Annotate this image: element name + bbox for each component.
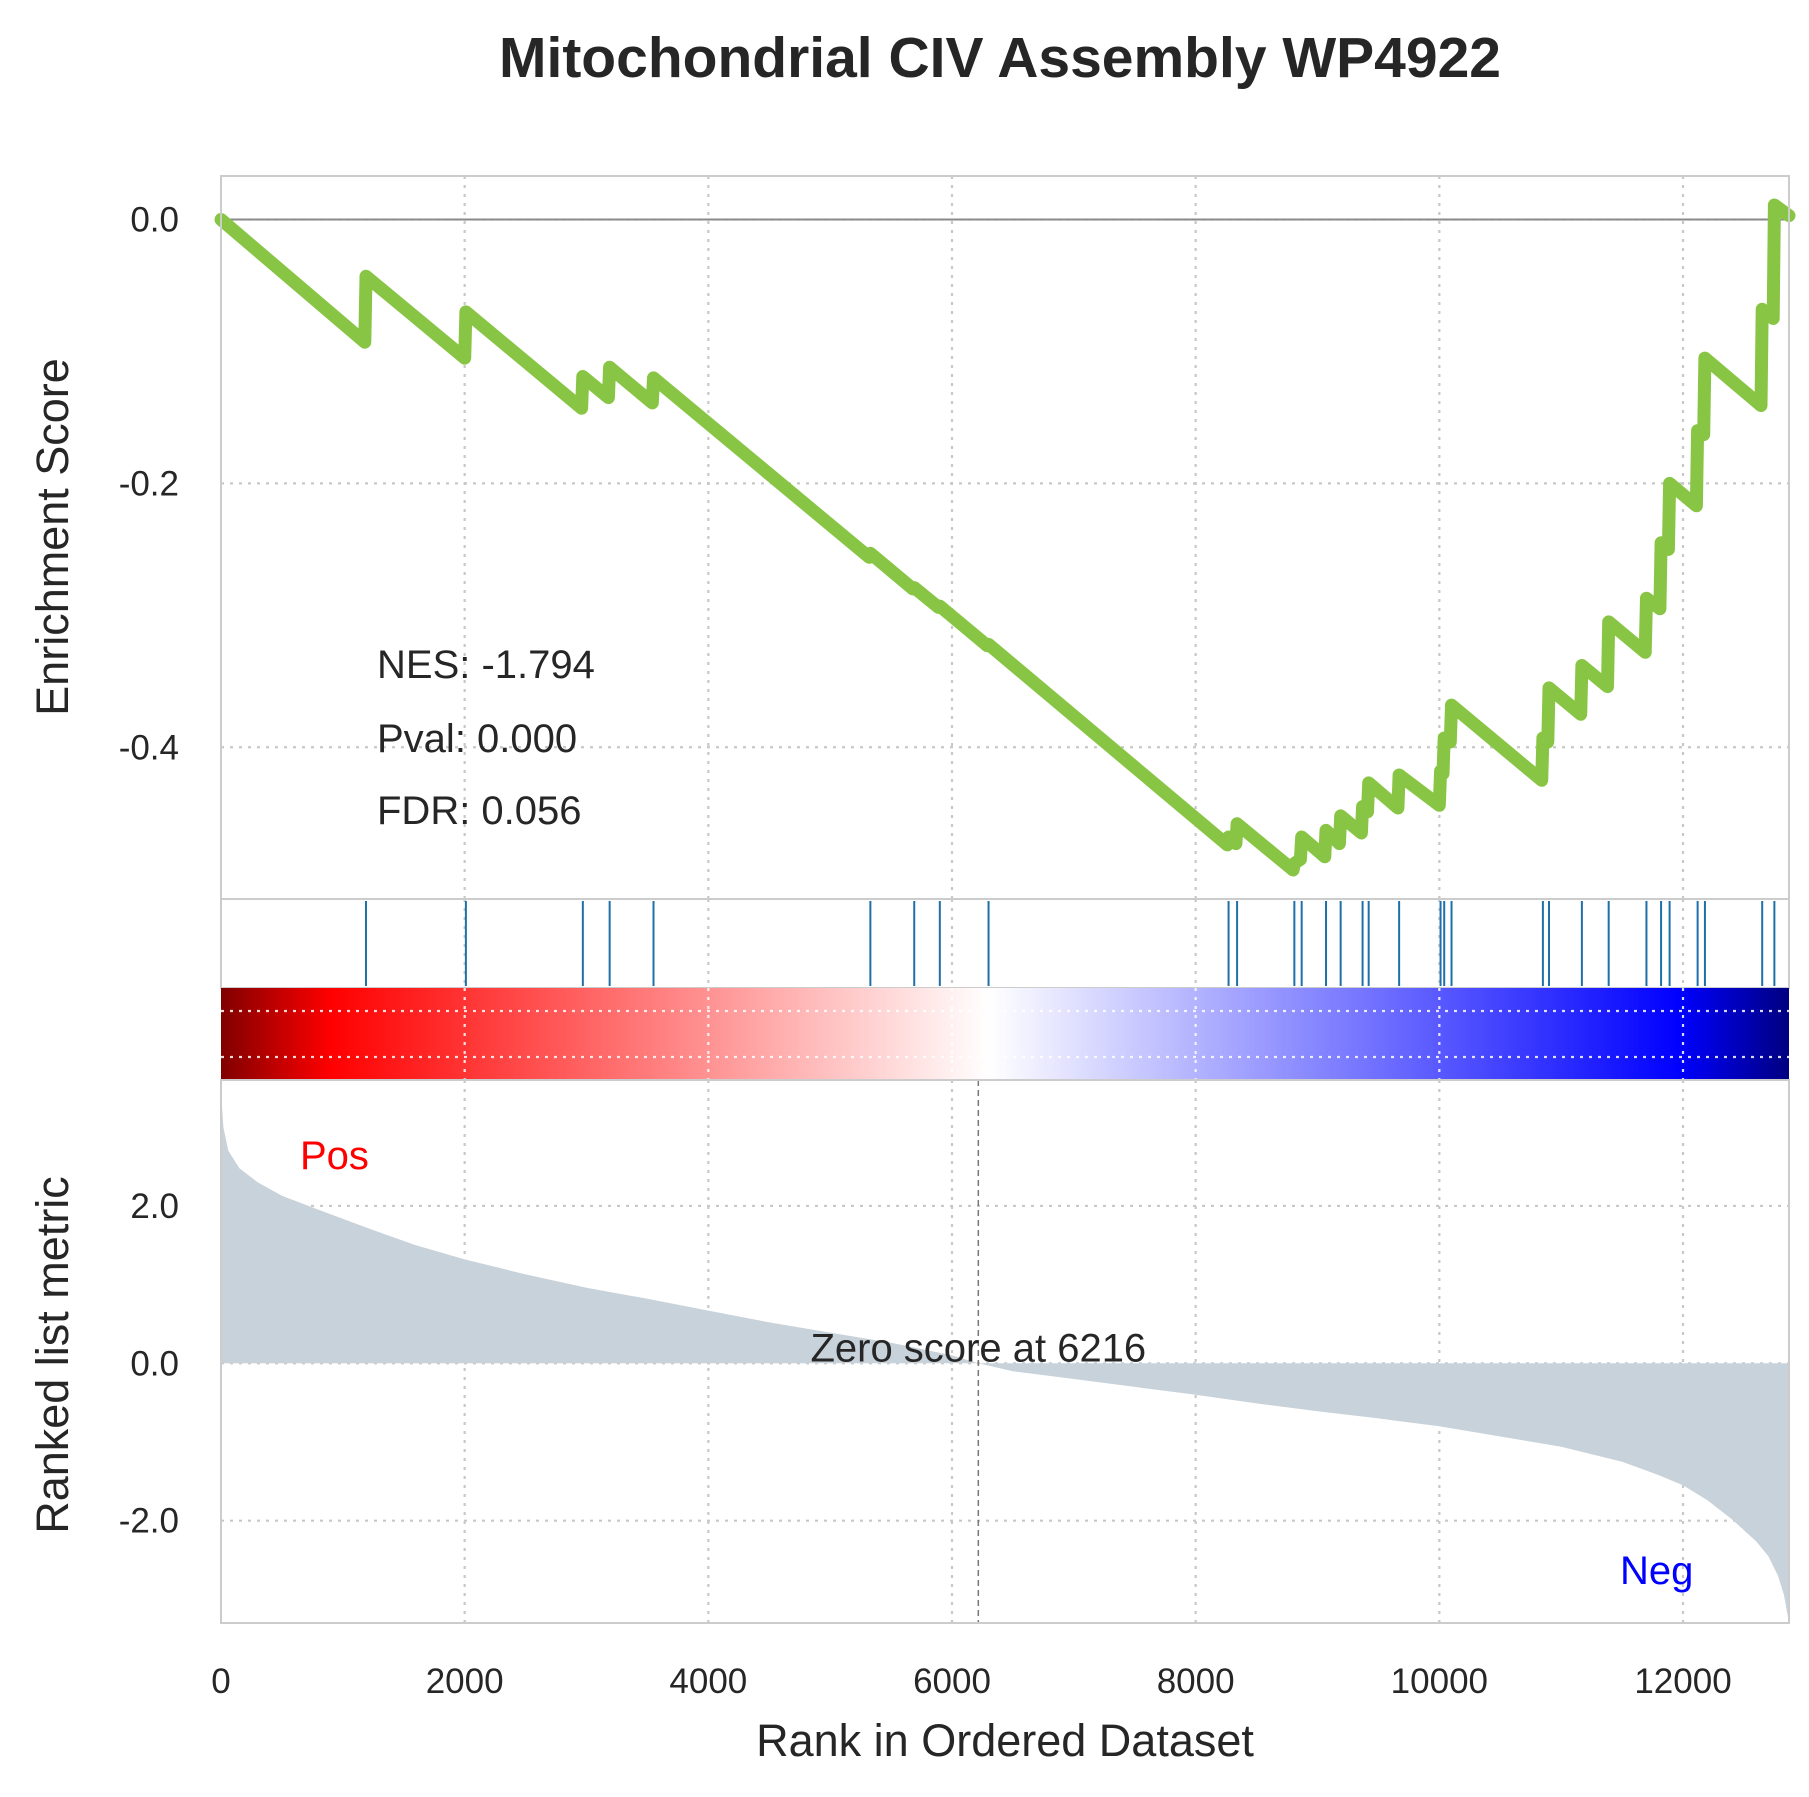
es-y-tick-label: -0.4	[119, 728, 179, 767]
pos-label: Pos	[300, 1134, 369, 1178]
pval-annotation: Pval: 0.000	[377, 717, 577, 761]
colorbar-grid	[221, 988, 1789, 1080]
metric-panel-frame	[220, 1079, 1790, 1624]
ranked-metric-area	[221, 1091, 1789, 1623]
hits-grid	[463, 899, 1685, 988]
es-y-axis-label: Enrichment Score	[27, 358, 78, 716]
metric-y-tick-label: -2.0	[119, 1502, 179, 1541]
zero-cross-label: Zero score at 6216	[810, 1326, 1146, 1370]
fdr-annotation: FDR: 0.056	[377, 789, 582, 833]
es-running-line	[214, 198, 1796, 877]
x-tick-label: 2000	[426, 1662, 504, 1701]
es-y-tick-label: 0.0	[130, 201, 179, 240]
x-tick-label: 4000	[669, 1662, 747, 1701]
x-tick-label: 8000	[1157, 1662, 1235, 1701]
metric-y-axis-label: Ranked list metric	[27, 1176, 78, 1534]
x-tick-label: 10000	[1391, 1662, 1488, 1701]
x-tick-label: 12000	[1634, 1662, 1731, 1701]
metric-y-tick-label: 2.0	[130, 1187, 179, 1226]
es-y-ticks: 0.0 -0.2 -0.4	[119, 201, 179, 768]
x-tick-label: 6000	[913, 1662, 991, 1701]
x-axis-ticks: 0 2000 4000 6000 8000 10000 12000	[211, 1662, 1731, 1701]
hits-panel-frame	[220, 898, 1790, 989]
x-axis-label: Rank in Ordered Dataset	[756, 1715, 1254, 1766]
chart-title: Mitochondrial CIV Assembly WP4922	[499, 26, 1501, 90]
colorbar-gradient	[221, 988, 1789, 1080]
rank-colorbar	[221, 988, 1789, 1080]
hits-panel	[220, 898, 1790, 989]
gene-hit-marks	[364, 901, 1776, 986]
nes-annotation: NES: -1.794	[377, 643, 595, 687]
es-y-tick-label: -0.2	[119, 464, 179, 503]
neg-label: Neg	[1620, 1549, 1693, 1593]
metric-y-ticks: 2.0 0.0 -2.0	[119, 1187, 179, 1541]
enrichment-panel: 0.0 -0.2 -0.4 Enrichment Score NES: -1.794…	[27, 175, 1796, 900]
metric-y-tick-label: 0.0	[130, 1344, 179, 1383]
ranked-metric-panel: Zero score at 6216 Pos Neg 2.0 0.0 -2.0 Ra…	[27, 1079, 1790, 1624]
x-tick-label: 0	[211, 1662, 230, 1701]
